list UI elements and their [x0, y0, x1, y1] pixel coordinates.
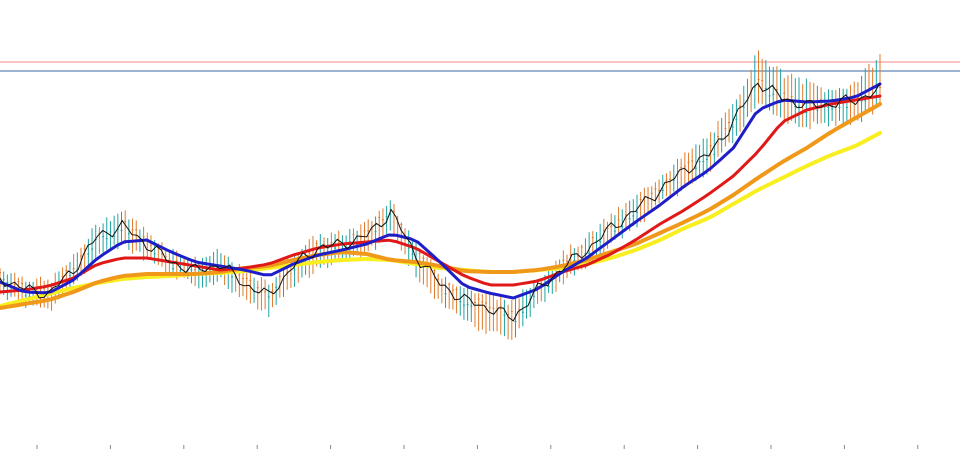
reference-lines [0, 61, 960, 72]
moving-average-line-4 [0, 131, 882, 308]
x-axis [36, 445, 919, 449]
price-line-group [0, 82, 881, 322]
moving-average-lines [0, 82, 882, 310]
moving-average-line-1 [0, 82, 882, 300]
moving-average-line-3 [0, 102, 882, 310]
price-line [0, 82, 881, 322]
